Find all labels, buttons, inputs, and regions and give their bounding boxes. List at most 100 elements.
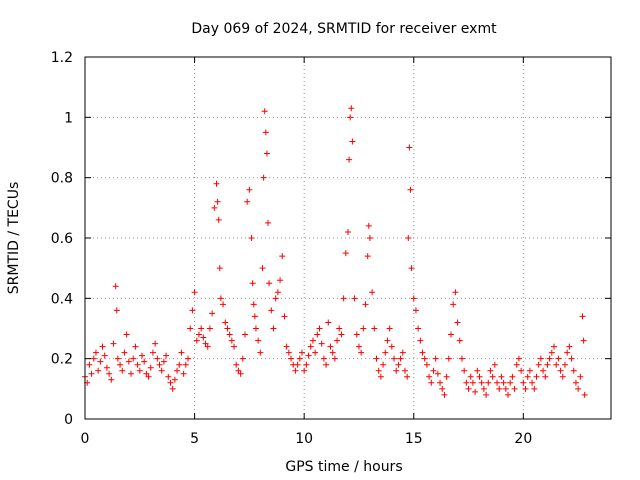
data-point [515,355,522,362]
data-point [294,361,301,368]
data-point [152,340,159,347]
data-point [249,280,256,287]
y-tick-label: 0.4 [51,291,73,307]
data-point [263,150,270,157]
data-point [575,385,582,392]
data-point [171,376,178,383]
data-point [564,349,571,356]
data-point [180,370,187,377]
data-point [158,367,165,374]
data-point [314,331,321,338]
y-axis-ticks: 0 0.2 0.4 0.6 0.8 1 1.2 [51,50,611,428]
data-point [204,343,211,350]
data-point [548,349,555,356]
data-point [103,364,110,371]
data-point [252,325,259,332]
data-point [193,337,200,344]
data-point [182,361,189,368]
data-point [351,295,358,302]
data-point [259,265,266,272]
data-point [373,355,380,362]
data-point [132,343,139,350]
data-point [244,198,251,205]
data-point [250,301,257,308]
data-points [82,105,588,398]
data-point [401,367,408,374]
data-point [507,379,514,386]
y-tick-label: 0.6 [51,231,73,247]
data-point [228,337,235,344]
y-tick-label: 0.8 [51,171,73,187]
y-tick-label: 1 [64,110,73,126]
data-point [371,325,378,332]
data-point [301,367,308,374]
data-point [283,343,290,350]
data-point [348,105,355,112]
data-point [450,301,457,308]
data-point [559,373,566,380]
data-point [542,373,549,380]
data-point [388,343,395,350]
data-point [123,331,130,338]
data-point [419,349,426,356]
data-point [331,355,338,362]
data-point [572,379,579,386]
data-point [298,349,305,356]
data-point [211,204,218,211]
data-point [485,379,492,386]
data-point [500,379,507,386]
data-point [136,367,143,374]
data-point [364,253,371,260]
data-point [478,379,485,386]
data-point [360,325,367,332]
data-point [296,355,303,362]
data-point [522,385,529,392]
data-point [154,355,161,362]
x-tick-label: 5 [190,431,199,447]
data-point [533,373,540,380]
data-point [397,355,404,362]
data-point [143,370,150,377]
data-point [421,355,428,362]
data-point [513,361,520,368]
data-point [320,355,327,362]
data-point [456,337,463,344]
data-point [540,367,547,374]
data-point [377,373,384,380]
data-point [382,349,389,356]
data-point [336,325,343,332]
data-point [439,385,446,392]
data-point [345,228,351,235]
data-point [312,349,319,356]
data-point [365,222,372,229]
data-point [215,216,222,223]
data-point [428,379,435,386]
data-point [128,370,135,377]
data-point [417,337,424,344]
data-point [407,186,414,193]
data-point [187,325,194,332]
data-point [524,373,531,380]
x-tick-label: 15 [405,431,423,447]
data-point [288,355,295,362]
data-point [323,361,330,368]
data-point [163,352,170,359]
data-point [270,325,277,332]
data-point [285,349,292,356]
data-point [353,331,360,338]
data-point [415,325,422,332]
data-point [366,235,373,241]
data-point [176,361,183,368]
data-point [537,355,544,362]
data-point [255,337,262,344]
data-point [432,355,439,362]
data-point [410,295,417,302]
data-point [555,355,562,362]
data-point [86,361,93,368]
data-point [504,391,511,398]
data-point [535,361,542,368]
data-point [279,253,286,260]
data-point [568,355,575,362]
